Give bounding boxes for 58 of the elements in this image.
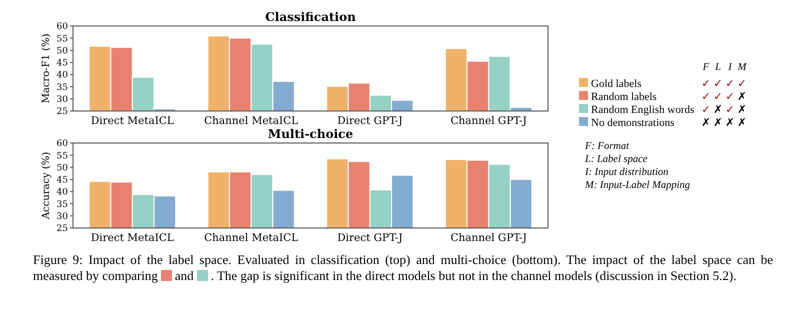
- text: ✗: [725, 116, 735, 129]
- text: ✗: [713, 102, 723, 116]
- y-axis-title: Accuracy (%): [41, 152, 52, 220]
- text: ✓: [725, 102, 735, 116]
- x-tick-label: Channel MetaICL: [204, 232, 298, 244]
- x-tick-label: Channel GPT-J: [450, 232, 527, 244]
- text: I: Input distribution: [584, 167, 668, 178]
- category-label: F: [702, 62, 710, 73]
- y-tick-label: 50: [56, 163, 68, 174]
- y-axis-title: Macro-F1 (%): [41, 34, 52, 104]
- y-tick-label: 30: [56, 212, 68, 222]
- text: ✓: [713, 76, 723, 90]
- y-tick-label: 30: [56, 95, 68, 106]
- legend-label: Random English words: [591, 104, 694, 116]
- legend-label: Random labels: [591, 90, 657, 103]
- y-tick-label: 55: [56, 34, 68, 44]
- legend-label: No demonstrations: [591, 116, 674, 129]
- y-tick-label: 55: [56, 151, 68, 162]
- text: L: Label space: [584, 154, 648, 165]
- x-tick-label: Direct MetaICL: [90, 115, 174, 127]
- text: ✓: [725, 76, 735, 90]
- x-tick-label: Channel MetaICL: [204, 115, 298, 127]
- x-tick-label: Direct GPT-J: [337, 115, 403, 127]
- text: ✗: [737, 102, 747, 116]
- chart-title: Classification: [265, 10, 356, 24]
- y-tick-label: 45: [56, 58, 68, 69]
- y-tick-label: 40: [56, 188, 68, 198]
- chart-title: Multi-choice: [268, 127, 354, 141]
- text: ✗: [713, 116, 723, 129]
- text: ✓: [725, 90, 735, 103]
- text: ✓: [701, 90, 711, 103]
- category-label: M: [736, 62, 748, 73]
- x-tick-label: Direct MetaICL: [90, 232, 174, 244]
- y-tick-label: 25: [56, 107, 68, 118]
- y-tick-label: 60: [56, 139, 68, 150]
- y-tick-label: 35: [56, 82, 68, 93]
- text: ✓: [701, 76, 711, 90]
- category-label: L: [714, 62, 722, 73]
- text: ✓: [713, 90, 723, 103]
- text: F: Format: [584, 141, 630, 152]
- legend-label: Gold labels: [591, 78, 642, 90]
- y-tick-label: 25: [56, 224, 68, 234]
- text: ✗: [737, 116, 747, 129]
- text: M: Input-Label Mapping: [584, 180, 690, 191]
- text: ✗: [737, 90, 747, 103]
- x-tick-label: Direct GPT-J: [337, 232, 403, 244]
- y-tick-label: 35: [56, 200, 68, 210]
- text: ✓: [701, 102, 711, 116]
- y-tick-label: 45: [56, 176, 68, 186]
- y-tick-label: 50: [56, 46, 68, 56]
- text: ✗: [701, 116, 711, 129]
- category-label: I: [727, 62, 732, 73]
- y-tick-label: 60: [56, 22, 68, 32]
- text: ✓: [737, 76, 747, 90]
- y-tick-label: 40: [56, 70, 68, 81]
- text: and: [174, 268, 194, 283]
- x-tick-label: Channel GPT-J: [450, 115, 527, 127]
- text: . The gap is significant in the direct models but not in the channel models (discussion in Section 5.2).: [210, 268, 736, 283]
